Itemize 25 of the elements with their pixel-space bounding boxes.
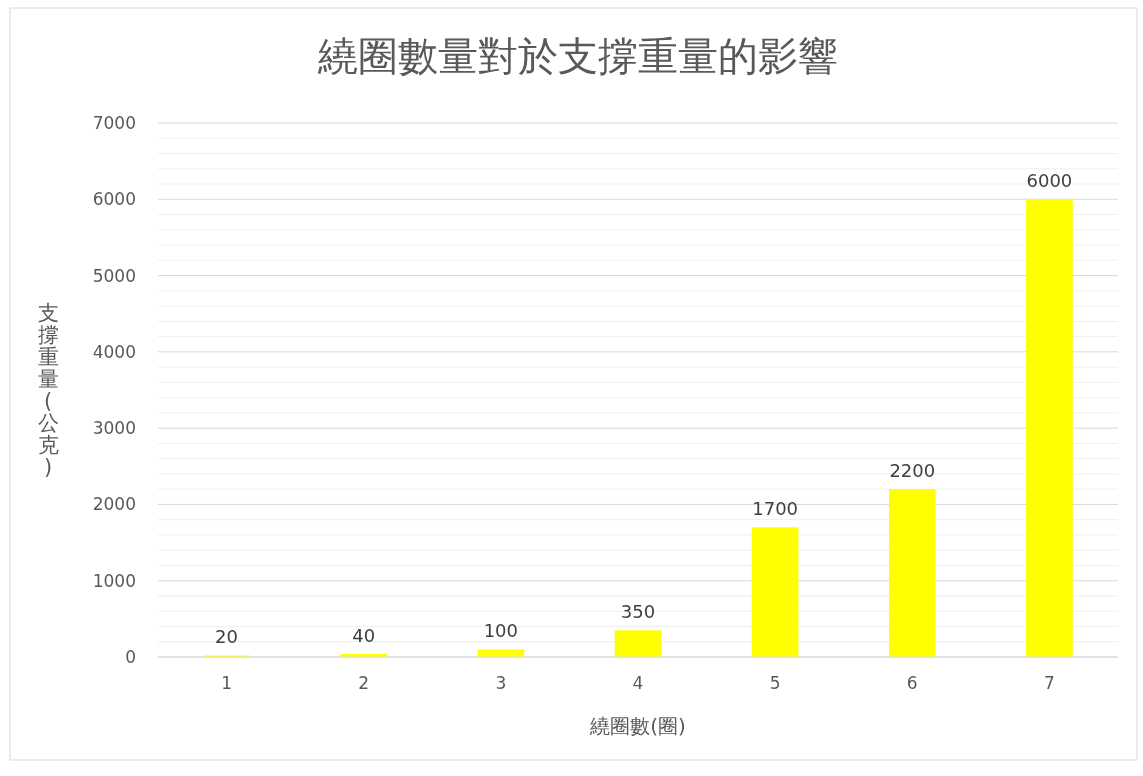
- x-tick-label: 4: [632, 673, 644, 693]
- x-tick-label: 2: [358, 673, 370, 693]
- y-tick-label: 2000: [92, 494, 136, 515]
- data-label: 20: [215, 626, 239, 648]
- data-label: 40: [352, 624, 376, 646]
- data-label: 100: [483, 620, 519, 642]
- y-tick-label: 4000: [92, 341, 136, 362]
- y-tick-label: 3000: [92, 418, 136, 439]
- x-tick-label: 7: [1044, 673, 1055, 693]
- x-tick-label: 6: [906, 673, 918, 693]
- x-tick-label: 3: [495, 673, 507, 693]
- data-label: 350: [620, 601, 656, 623]
- y-axis-title: 支撐重量(公克): [37, 301, 59, 480]
- chart-title: 繞圈數量對於支撐重量的影響: [317, 33, 838, 79]
- y-tick-label: 1000: [92, 570, 136, 591]
- y-tick-label: 0: [125, 646, 136, 667]
- x-axis-title: 繞圈數(圈): [589, 714, 686, 738]
- y-tick-label: 5000: [92, 265, 136, 286]
- x-tick-label: 1: [221, 673, 232, 693]
- data-label: 1700: [752, 498, 799, 520]
- y-tick-label: 6000: [92, 189, 136, 210]
- data-label: 6000: [1026, 170, 1073, 192]
- x-tick-label: 5: [769, 673, 781, 693]
- y-tick-label: 7000: [92, 112, 136, 133]
- data-label: 2200: [889, 460, 936, 482]
